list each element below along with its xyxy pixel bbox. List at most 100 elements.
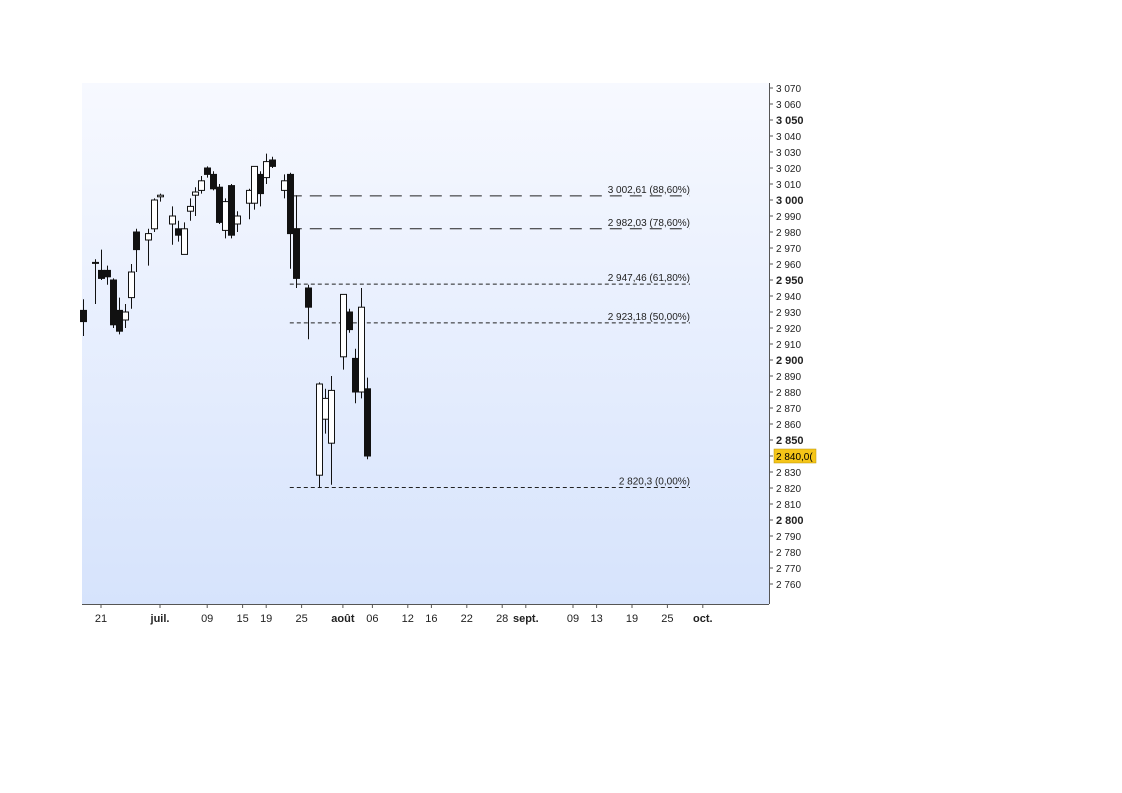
x-tick-label: 19	[260, 613, 272, 625]
x-tick-label: sept.	[513, 613, 539, 625]
bullish-candle	[340, 293, 347, 358]
x-tick-label: 25	[295, 613, 307, 625]
y-tick-label: 2 980	[776, 228, 801, 239]
x-tick-label: juil.	[150, 613, 170, 625]
fib-level-label: 2 947,46 (61,80%)	[608, 273, 690, 284]
y-tick-label: 2 790	[776, 532, 801, 543]
bullish-candle	[151, 199, 158, 230]
y-tick-label: 2 950	[776, 275, 804, 287]
current-price-tag: 2 840,0(	[773, 448, 817, 464]
bullish-candle	[222, 201, 229, 231]
y-tick-label: 2 940	[776, 292, 801, 303]
x-tick-label: 09	[567, 613, 579, 625]
bearish-candle	[257, 173, 264, 195]
bearish-candle	[204, 167, 211, 175]
y-tick-label: 2 780	[776, 548, 801, 559]
x-tick-label: 13	[590, 613, 602, 625]
bearish-candle	[293, 228, 300, 279]
bearish-candle	[305, 287, 312, 308]
bearish-candle	[104, 269, 111, 278]
bearish-candle	[364, 388, 371, 457]
bullish-candle	[316, 383, 323, 476]
y-tick-label: 2 770	[776, 564, 801, 575]
x-tick-label: 25	[661, 613, 673, 625]
bullish-candle	[322, 397, 329, 420]
fib-level-label: 2 923,18 (50,00%)	[608, 312, 690, 323]
x-tick-label: 22	[461, 613, 473, 625]
y-tick-label: 3 060	[776, 100, 801, 111]
bullish-candle	[169, 215, 176, 225]
bearish-candle	[216, 186, 223, 223]
y-tick-label: 2 870	[776, 404, 801, 415]
bullish-candle	[187, 205, 194, 212]
bullish-candle	[328, 389, 335, 444]
y-tick-label: 2 860	[776, 420, 801, 431]
bearish-candle	[116, 309, 123, 332]
y-axis: 2 760 2 770 2 780 2 790 2 800 2 810 2 820 2 830…	[769, 84, 804, 591]
x-tick-label: 15	[236, 613, 248, 625]
x-axis: 21 juil. 09 15 19 25 août 06 12 16 22 28 sept. 09 13 19…	[95, 604, 713, 625]
bearish-candle	[175, 228, 182, 236]
y-tick-label: 3 030	[776, 148, 801, 159]
y-tick-label: 2 810	[776, 500, 801, 511]
y-tick-label: 3 070	[776, 84, 801, 95]
x-tick-label: 16	[425, 613, 437, 625]
y-tick-label: 2 990	[776, 212, 801, 223]
bearish-candle	[133, 231, 140, 251]
x-tick-label: 09	[201, 613, 213, 625]
bullish-candle	[281, 180, 288, 191]
price-tag-box	[773, 448, 817, 464]
y-tick-label: 2 890	[776, 372, 801, 383]
bullish-candle	[92, 261, 99, 264]
y-tick-label: 3 050	[776, 115, 804, 127]
y-tick-label: 3 020	[776, 164, 801, 175]
x-tick-label: 19	[626, 613, 638, 625]
bearish-candle	[228, 185, 235, 236]
bearish-candle	[98, 269, 105, 279]
bearish-candle	[352, 357, 359, 393]
bullish-candle	[263, 161, 270, 179]
plot-area-background	[82, 83, 769, 604]
fib-level-label: 3 002,61 (88,60%)	[608, 185, 690, 196]
y-tick-label: 2 830	[776, 468, 801, 479]
fib-level-label: 2 820,3 (0,00%)	[619, 477, 690, 488]
x-tick-label: août	[331, 613, 355, 625]
candles	[80, 153, 371, 488]
bearish-candle	[110, 279, 117, 326]
bullish-candle	[128, 271, 135, 299]
y-tick-label: 2 820	[776, 484, 801, 495]
fib-level-label: 2 982,03 (78,60%)	[608, 218, 690, 229]
bearish-candle	[287, 173, 294, 235]
bearish-candle	[80, 309, 87, 323]
price-tag-label: 2 840,0(	[776, 452, 813, 463]
bullish-candle	[192, 191, 199, 196]
x-tick-label: 21	[95, 613, 107, 625]
y-tick-label: 2 900	[776, 355, 804, 367]
bullish-candle	[145, 233, 152, 241]
x-tick-label: oct.	[693, 613, 713, 625]
y-tick-label: 2 880	[776, 388, 801, 399]
x-tick-label: 28	[496, 613, 508, 625]
bullish-candle	[251, 165, 258, 204]
y-tick-label: 2 920	[776, 324, 801, 335]
y-tick-label: 2 930	[776, 308, 801, 319]
y-tick-label: 3 040	[776, 132, 801, 143]
bullish-candle	[181, 228, 188, 255]
y-tick-label: 2 910	[776, 340, 801, 351]
bullish-candle	[234, 215, 241, 225]
y-tick-label: 2 850	[776, 435, 804, 447]
y-tick-label: 2 970	[776, 244, 801, 255]
x-tick-label: 12	[402, 613, 414, 625]
bearish-candle	[269, 159, 276, 167]
y-tick-label: 2 760	[776, 580, 801, 591]
bullish-candle	[198, 180, 205, 191]
bullish-candle	[122, 311, 129, 321]
bearish-candle	[210, 173, 217, 190]
y-tick-label: 3 000	[776, 195, 804, 207]
bullish-candle	[157, 194, 164, 198]
x-tick-label: 06	[366, 613, 378, 625]
y-tick-label: 2 960	[776, 260, 801, 271]
bearish-candle	[346, 311, 353, 331]
y-tick-label: 3 010	[776, 180, 801, 191]
